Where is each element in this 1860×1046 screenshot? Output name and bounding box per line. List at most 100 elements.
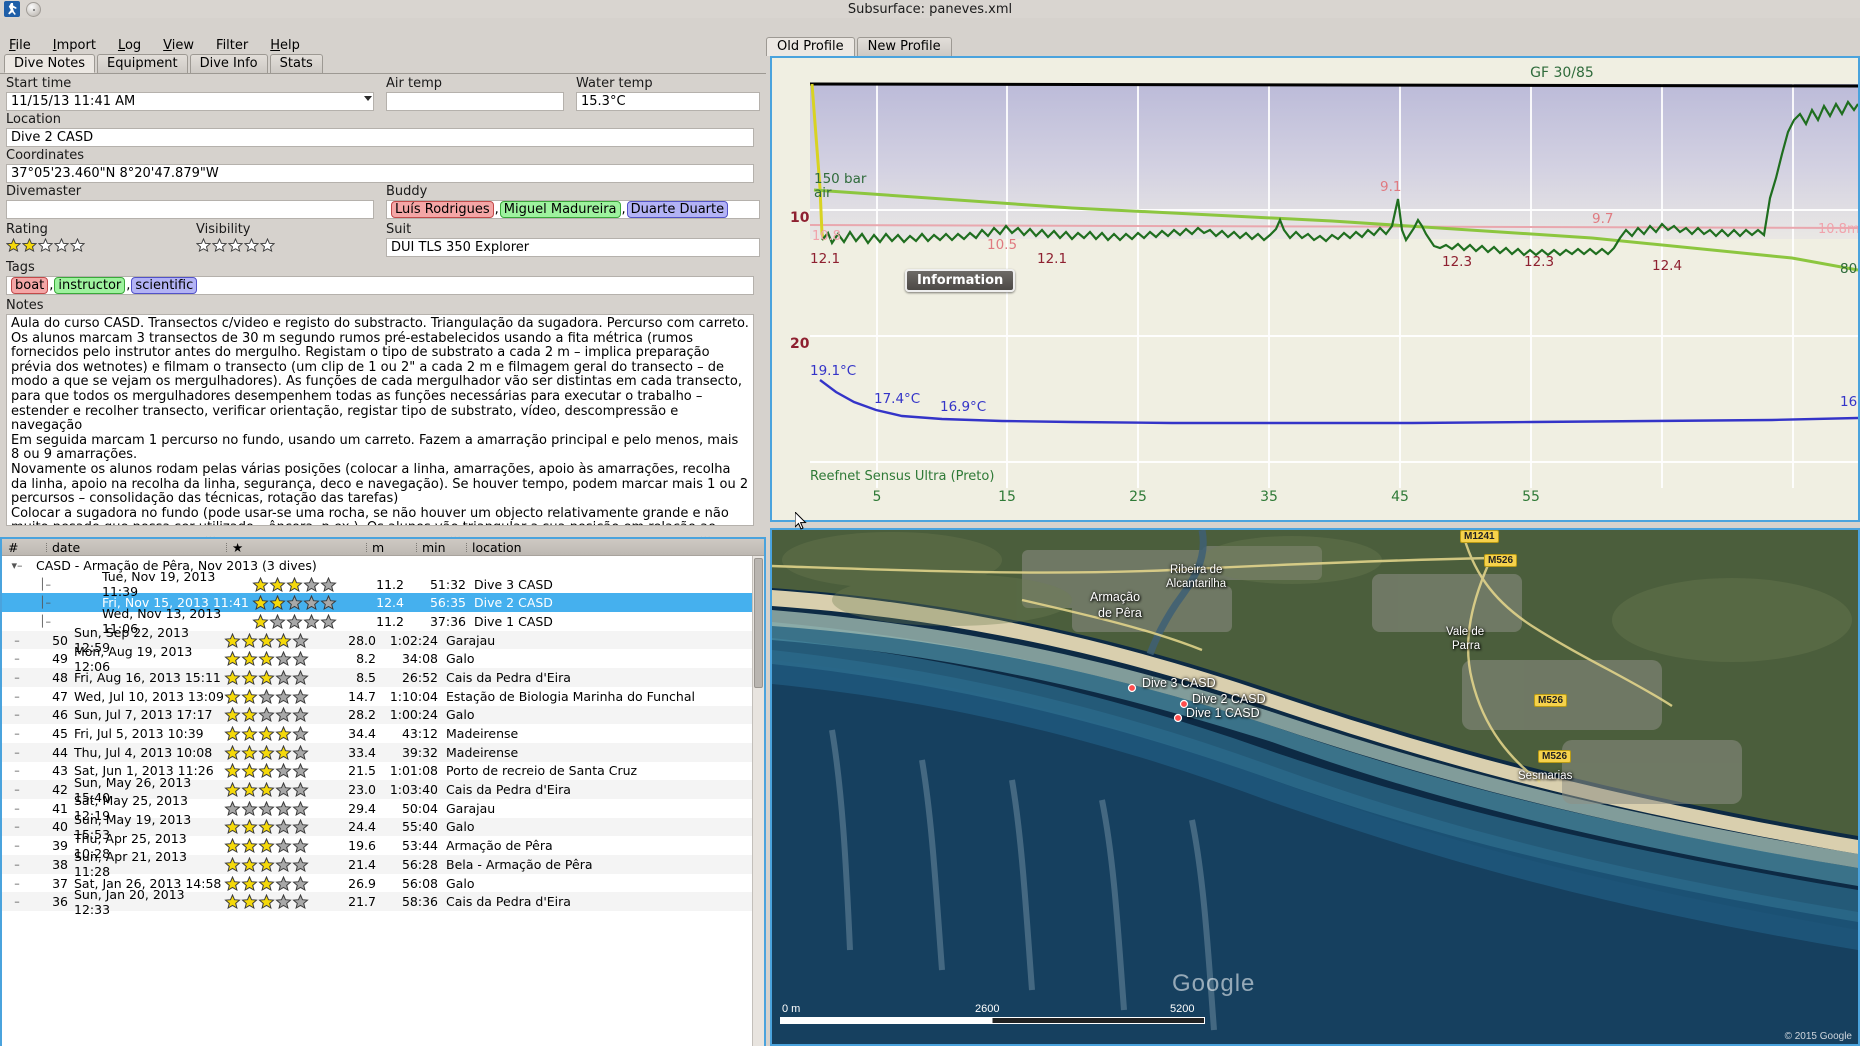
map-label-dive-1: Dive 1 CASD — [1186, 706, 1260, 720]
map-canvas[interactable]: Armação de Pêra Ribeira de Alcantarilha … — [772, 530, 1858, 1044]
map-attribution: © 2015 Google — [1784, 1031, 1852, 1042]
dive-list-header: # date ★ m min location — [2, 539, 764, 556]
column-header-depth[interactable]: m — [364, 540, 414, 555]
column-header-rating[interactable]: ★ — [224, 540, 364, 555]
suit-input[interactable]: DUI TLS 350 Explorer — [386, 238, 760, 257]
scrollbar-thumb[interactable] — [754, 558, 763, 688]
dive-profile-chart[interactable]: GF 30/85 150 bar air 80 10 20 10.8 10.8m… — [770, 56, 1860, 522]
map-scale: 0 m 2600 5200 — [780, 1003, 1205, 1026]
menu-help[interactable]: Help — [270, 37, 300, 53]
tag-chip[interactable]: instructor — [54, 277, 126, 294]
dive-list-row[interactable]: – 38 Sun, Apr 21, 2013 11:28 21.4 56:28 Bela … — [2, 849, 764, 879]
map-view[interactable]: Armação de Pêra Ribeira de Alcantarilha … — [770, 528, 1860, 1046]
buddy-tag[interactable]: Miguel Madureira — [499, 201, 621, 218]
visibility-stars[interactable] — [190, 238, 380, 252]
column-header-location[interactable]: location — [464, 540, 664, 555]
star-icon[interactable] — [244, 238, 259, 252]
star-icon[interactable] — [196, 238, 211, 252]
buddy-tag[interactable]: Luís Rodrigues — [391, 201, 494, 218]
dive-list-row[interactable]: – 40 Sun, May 19, 2013 15:53 24.4 55:40 Galo — [2, 812, 764, 842]
splitter-handle[interactable]: ... ... ... — [0, 528, 766, 541]
cylinder-end-label: 80 — [1840, 261, 1857, 277]
dive-list-row[interactable]: │– Wed, Nov 13, 2013 11:06 11.2 37:36 Dive 1… — [2, 606, 764, 636]
tab-old-profile[interactable]: Old Profile — [766, 37, 855, 56]
menu-import[interactable]: Import — [52, 37, 96, 53]
divemaster-label: Divemaster — [6, 184, 82, 199]
buddy-input[interactable]: Luís Rodrigues, Miguel Madureira, Duarte… — [386, 200, 760, 219]
dive-number: 46 — [52, 707, 68, 723]
dive-duration: 50:04 — [401, 800, 438, 816]
column-header-date[interactable]: date — [44, 540, 224, 555]
dive-trip-group-row[interactable]: ▾– CASD - Armação de Pêra, Nov 2013 (3 di… — [2, 556, 764, 575]
rating-label: Rating — [6, 222, 48, 237]
star-icon[interactable] — [38, 238, 53, 252]
tab-dive-notes[interactable]: Dive Notes — [4, 54, 95, 73]
star-icon[interactable] — [22, 238, 37, 252]
dive-list-row[interactable]: – 37 Sat, Jan 26, 2013 14:58 26.9 56:08 Galo — [2, 874, 764, 893]
coordinates-input[interactable]: 37°05'23.460"N 8°20'47.879"W — [6, 164, 754, 183]
divemaster-input[interactable] — [6, 200, 374, 219]
dive-list-row[interactable]: – 49 Mon, Aug 19, 2013 12:06 8.2 34:08 Galo — [2, 644, 764, 674]
rating-stars[interactable] — [0, 238, 190, 252]
tab-equipment[interactable]: Equipment — [97, 54, 188, 73]
dive-list-row[interactable]: – 36 Sun, Jan 20, 2013 12:33 21.7 58:36 Cais … — [2, 887, 764, 917]
tab-new-profile[interactable]: New Profile — [856, 37, 952, 56]
suit-label: Suit — [386, 222, 412, 237]
information-button[interactable]: Information — [905, 269, 1016, 292]
tags-input[interactable]: boat, instructor, scientific — [6, 276, 754, 295]
dive-list-row[interactable]: – 41 Sat, May 25, 2013 12:19 29.4 50:04 Garaj… — [2, 793, 764, 823]
dive-list-body[interactable]: ▾– CASD - Armação de Pêra, Nov 2013 (3 di… — [2, 556, 764, 1046]
dive-duration: 34:08 — [401, 651, 438, 667]
notes-textarea[interactable]: Aula do curso CASD. Transectos c/video e… — [6, 314, 754, 526]
column-header-duration[interactable]: min — [414, 540, 464, 555]
menu-file[interactable]: File — [9, 37, 31, 53]
tab-stats[interactable]: Stats — [269, 54, 323, 73]
tree-branch-icon: – — [14, 633, 20, 647]
dive-list-row[interactable]: – 48 Fri, Aug 16, 2013 15:11 8.5 26:52 Cais d… — [2, 668, 764, 687]
dive-list-row[interactable]: – 39 Thu, Apr 25, 2013 10:28 19.6 53:44 Armaç… — [2, 831, 764, 861]
star-icon[interactable] — [6, 238, 21, 252]
dive-list-row[interactable]: – 44 Thu, Jul 4, 2013 10:08 33.4 39:32 Madeir… — [2, 742, 764, 762]
water-temp-input[interactable]: 15.3°C — [576, 92, 760, 111]
air-temp-input[interactable] — [386, 92, 564, 111]
dive-rating-stars — [224, 688, 318, 704]
tag-chip[interactable]: scientific — [131, 277, 198, 294]
tree-branch-icon: – — [14, 895, 20, 909]
dive-list-row[interactable]: – 43 Sat, Jun 1, 2013 11:26 21.5 1:01:08 Port… — [2, 762, 764, 781]
star-icon[interactable] — [54, 238, 69, 252]
dive-rating-stars — [224, 744, 318, 760]
star-icon[interactable] — [260, 238, 275, 252]
dive-date: Fri, Aug 16, 2013 15:11 — [74, 669, 221, 685]
tab-dive-info[interactable]: Dive Info — [189, 54, 268, 73]
expand-collapse-icon[interactable]: ▾– — [11, 558, 23, 572]
buddy-tag[interactable]: Duarte Duarte — [626, 201, 729, 218]
dive-list-row[interactable]: – 42 Sun, May 26, 2013 15:40 23.0 1:03:40 Cai… — [2, 775, 764, 805]
star-icon[interactable] — [228, 238, 243, 252]
dive-duration: 1:03:40 — [389, 782, 438, 798]
dive-list-row[interactable]: – 47 Wed, Jul 10, 2013 13:09 14.7 1:10:04 Est… — [2, 687, 764, 706]
tree-branch-icon: – — [14, 652, 20, 666]
time-tick: 15 — [998, 489, 1016, 505]
dive-list[interactable]: # date ★ m min location ▾– CASD - Armação… — [0, 537, 766, 1046]
dive-list-row[interactable]: – 45 Fri, Jul 5, 2013 10:39 34.4 43:12 Madeir… — [2, 724, 764, 743]
coordinates-label: Coordinates — [6, 148, 85, 163]
menu-view[interactable]: View — [163, 37, 195, 53]
dive-location: Porto de recreio de Santa Cruz — [446, 763, 638, 779]
start-time-combo[interactable]: 11/15/13 11:41 AM — [0, 92, 380, 111]
dive-list-scrollbar[interactable] — [752, 556, 764, 1046]
menu-log[interactable]: Log — [117, 37, 142, 53]
location-input[interactable]: Dive 2 CASD — [6, 128, 754, 147]
start-time-input[interactable]: 11/15/13 11:41 AM — [6, 92, 374, 111]
map-label-sesmarias: Sesmarias — [1518, 770, 1573, 782]
dive-list-row[interactable]: – 46 Sun, Jul 7, 2013 17:17 28.2 1:00:24 Galo — [2, 705, 764, 725]
tag-chip[interactable]: boat — [11, 277, 49, 294]
column-header-number[interactable]: # — [8, 539, 19, 555]
menu-filter[interactable]: Filter — [216, 37, 249, 53]
dive-rating-stars — [252, 613, 346, 629]
star-icon[interactable] — [212, 238, 227, 252]
dive-location: Bela - Armação de Pêra — [446, 856, 593, 872]
dive-list-row[interactable]: │– Tue, Nov 19, 2013 11:39 11.2 51:32 Dive 3… — [2, 569, 764, 599]
star-icon[interactable] — [70, 238, 85, 252]
dive-list-row[interactable]: – 50 Sun, Sep 22, 2013 12:59 28.0 1:02:24 Gar… — [2, 625, 764, 655]
dive-list-row[interactable]: │– Fri, Nov 15, 2013 11:41 12.4 56:35 Dive 2… — [2, 593, 764, 613]
